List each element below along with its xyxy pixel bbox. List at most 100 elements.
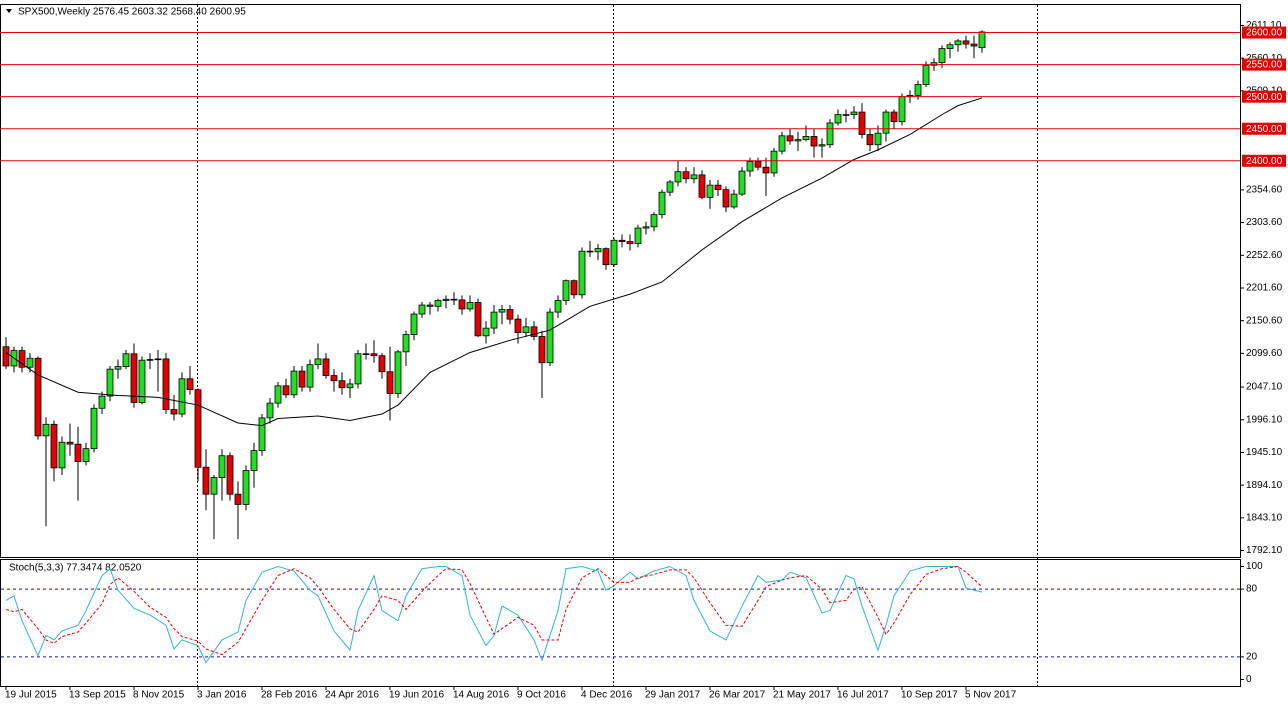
y-tick-label: 2150.60 — [1246, 315, 1283, 326]
level-label-box — [1242, 154, 1286, 167]
candle-body — [42, 423, 50, 437]
x-tick-label: 8 Nov 2015 — [133, 690, 185, 701]
level-label-box — [1242, 58, 1286, 71]
candle-body — [898, 96, 906, 123]
candle-body — [34, 357, 42, 437]
x-tick-label: 3 Jan 2016 — [197, 690, 247, 701]
stoch-panel — [0, 559, 1241, 687]
y-tick-label: 80 — [1246, 584, 1258, 595]
candle-body — [922, 64, 930, 85]
candle-body — [218, 455, 226, 478]
candle-body — [682, 171, 690, 180]
candle-body — [738, 170, 746, 195]
candle-body — [786, 135, 794, 142]
candle-body — [298, 370, 306, 388]
candle-body — [74, 443, 82, 462]
candle-body — [370, 353, 378, 357]
candle-body — [562, 280, 570, 301]
level-label: 2600.00 — [1246, 28, 1283, 39]
candle-body — [114, 366, 122, 370]
candle-body — [826, 122, 834, 146]
level-label: 2550.00 — [1246, 60, 1283, 71]
candle-body — [58, 441, 66, 469]
y-tick-label: 2560.10 — [1246, 53, 1283, 64]
candle-body — [522, 326, 530, 334]
x-tick-label: 16 Jul 2017 — [837, 690, 889, 701]
candle-body — [290, 370, 298, 396]
candle-body — [914, 84, 922, 96]
candle-body — [946, 44, 954, 49]
candle-body — [866, 134, 874, 146]
candle-body — [394, 351, 402, 394]
candle-body — [666, 181, 674, 193]
level-label: 2500.00 — [1246, 92, 1283, 103]
x-tick-label: 13 Sep 2015 — [69, 690, 126, 701]
moving-average — [5, 97, 983, 427]
candle-body — [954, 40, 962, 46]
candle-body — [434, 300, 442, 307]
candle-body — [978, 31, 986, 49]
x-tick-label: 26 Mar 2017 — [709, 690, 766, 701]
candles — [2, 30, 986, 540]
y-tick-label: 1894.10 — [1246, 480, 1283, 491]
candle-body — [234, 493, 242, 505]
candle-body — [458, 299, 466, 310]
candle-body — [690, 174, 698, 180]
candle-body — [90, 407, 98, 450]
candle-body — [18, 350, 26, 368]
y-tick-label: 0 — [1246, 674, 1252, 685]
candle-body — [226, 455, 234, 495]
candle-body — [106, 368, 114, 397]
candle-body — [2, 346, 10, 367]
y-tick-label: 2047.10 — [1246, 382, 1283, 393]
chart-title: SPX500,Weekly 2576.45 2603.32 2568.40 26… — [18, 7, 246, 18]
y-tick-label: 20 — [1246, 652, 1258, 663]
candle-body — [338, 380, 346, 389]
candle-body — [546, 311, 554, 364]
candle-body — [818, 144, 826, 147]
candle-body — [594, 248, 602, 253]
x-tick-label: 28 Feb 2016 — [261, 690, 318, 701]
candle-body — [802, 136, 810, 141]
y-tick-label: 2252.60 — [1246, 250, 1283, 261]
candle-body — [650, 214, 658, 228]
candle-body — [850, 111, 858, 116]
candle-body — [122, 353, 130, 367]
candle-body — [890, 111, 898, 123]
price-panel — [0, 4, 1241, 558]
candle-body — [450, 298, 458, 301]
level-label: 2450.00 — [1246, 124, 1283, 135]
candle-body — [722, 189, 730, 208]
candle-body — [378, 355, 386, 373]
candle-body — [554, 300, 562, 313]
x-tick-label: 14 Aug 2016 — [453, 690, 510, 701]
candle-body — [810, 136, 818, 147]
candle-body — [354, 353, 362, 385]
candle-body — [146, 359, 154, 361]
candle-body — [170, 409, 178, 415]
candle-body — [538, 336, 546, 364]
candle-body — [634, 227, 642, 244]
candle-body — [602, 248, 610, 266]
candle-body — [698, 174, 706, 198]
x-tick-label: 29 Jan 2017 — [645, 690, 700, 701]
x-tick-label: 19 Jul 2015 — [5, 690, 57, 701]
candle-body — [426, 304, 434, 307]
candle-body — [410, 313, 418, 335]
candle-body — [874, 132, 882, 146]
candle-body — [618, 239, 626, 242]
candle-body — [346, 383, 354, 389]
level-label: 2400.00 — [1246, 156, 1283, 167]
candle-body — [498, 309, 506, 313]
candle-body — [202, 466, 210, 495]
candle-body — [386, 371, 394, 394]
candle-body — [610, 239, 618, 266]
y-tick-label: 2303.60 — [1246, 217, 1283, 228]
candle-body — [930, 62, 938, 66]
x-tick-label: 19 Jun 2016 — [389, 690, 444, 701]
menu-arrow — [6, 9, 12, 13]
candle-body — [746, 161, 754, 172]
y-tick-label: 2611.10 — [1246, 20, 1282, 31]
